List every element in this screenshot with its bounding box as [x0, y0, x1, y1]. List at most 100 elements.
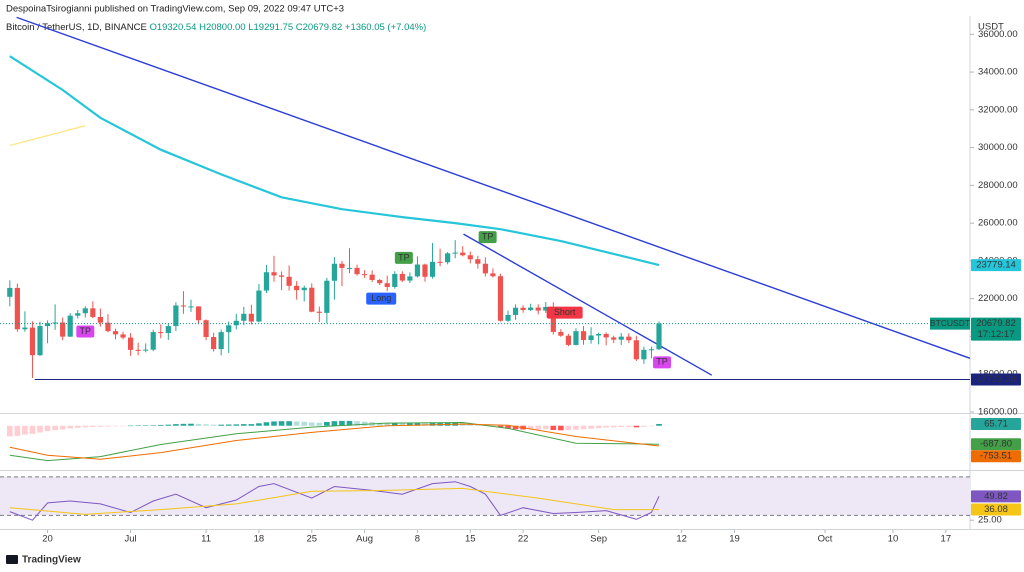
candle-body [165, 326, 171, 334]
candle-body [580, 331, 587, 341]
candle-body [475, 259, 481, 264]
candle-body [331, 263, 338, 281]
candle-body [490, 273, 496, 277]
candle-body [218, 332, 224, 350]
candle-body [361, 274, 368, 276]
candle-body [316, 311, 322, 313]
candle-body [384, 283, 390, 287]
x-tick-label: 20 [42, 534, 53, 545]
macd-histogram-bar [293, 421, 300, 426]
signal-marker-label: Short [554, 307, 576, 317]
macd-histogram-bar [29, 425, 36, 434]
candle-body [241, 313, 247, 321]
signal-marker-label: TP [656, 357, 668, 367]
macd-histogram-bar [271, 421, 277, 426]
x-tick-label: Jul [125, 534, 137, 545]
macd-histogram-bar [218, 424, 224, 426]
macd-histogram-bar [490, 425, 496, 426]
candle-body [346, 267, 353, 269]
macd-value-label-tag [971, 438, 1021, 451]
macd-histogram-bar [180, 423, 187, 426]
macd-histogram-bar [626, 425, 632, 428]
x-tick-label: 15 [465, 534, 476, 545]
candle-body [422, 264, 428, 277]
macd-histogram-bar [112, 425, 119, 427]
last-price-tag [971, 317, 1021, 341]
signal-marker-box [366, 292, 397, 305]
candle-body [460, 252, 466, 256]
macd-histogram-bar [610, 425, 617, 428]
candle-body [29, 327, 36, 356]
macd-histogram-bar [165, 424, 172, 426]
candle-body [565, 335, 572, 345]
candle-body [143, 349, 149, 351]
candle-body [641, 349, 647, 360]
candle-body [369, 274, 375, 280]
macd-pane [7, 420, 662, 462]
macd-histogram-bar [278, 421, 285, 426]
macd-histogram-bar [339, 420, 345, 426]
x-tick-label: 18 [254, 534, 265, 545]
line-series [9, 55, 660, 267]
candle-body [22, 327, 28, 330]
candle-body [573, 331, 579, 345]
candle-body [528, 307, 534, 311]
ohlc-low: L19291.75 [248, 22, 293, 33]
candle-body [173, 305, 179, 327]
candle-body [67, 315, 73, 337]
x-tick-label: 12 [676, 534, 687, 545]
line-series [463, 233, 713, 376]
candle-body [339, 263, 345, 268]
candle-body [105, 322, 111, 332]
candle-body [294, 285, 300, 291]
macd-histogram-bar [512, 425, 519, 430]
candle-body [399, 273, 405, 281]
signal-marker: Short [546, 306, 583, 319]
macd-histogram-bar [633, 425, 640, 428]
macd-histogram-bar [52, 425, 58, 431]
ma-price-label-tag [971, 259, 1021, 272]
macd-histogram-bar [580, 425, 587, 430]
x-tick-label: 19 [729, 534, 740, 545]
macd-histogram-bar [74, 425, 81, 428]
macd-histogram-bar [301, 421, 308, 426]
macd-value-label-tag [971, 417, 1021, 430]
signal-marker: TP [478, 231, 497, 244]
rsi-value-label: 49.82 [984, 491, 1008, 502]
ohlc-close: C20679.82 [296, 22, 342, 33]
candle-body [550, 306, 556, 332]
macd-histogram-bar [256, 423, 262, 426]
candle-body [429, 261, 436, 277]
macd-histogram-bar [210, 424, 217, 426]
macd-histogram-bar [558, 425, 564, 431]
candle-body [633, 340, 639, 360]
candle-body [7, 287, 13, 297]
candle-body [158, 332, 164, 334]
candle-body [263, 272, 270, 291]
candle-body [233, 320, 239, 326]
signal-marker-box [76, 325, 95, 338]
macd-histogram-bar [157, 424, 164, 426]
candle-body [588, 335, 594, 341]
rsi-pane [0, 476, 970, 521]
y-tick-label: 26000.00 [978, 218, 1018, 229]
countdown-label: 17:12:17 [978, 329, 1015, 340]
macd-histogram-bar [324, 421, 330, 426]
candle-body [520, 307, 526, 311]
macd-histogram-bar [595, 425, 602, 429]
x-tick-label: 25 [306, 534, 317, 545]
macd-histogram-bar [97, 425, 104, 427]
macd-value-label-tag [971, 450, 1021, 463]
macd-histogram-bar [37, 425, 43, 433]
candle-body [97, 317, 103, 323]
x-tick-label: Sep [590, 534, 607, 545]
brand-logo [6, 555, 18, 564]
axes: 20 Jul 11 18 25 Aug 8 15 22 Sep 12 19 Oct 10 17 16000.0… [42, 29, 1021, 545]
candle-body [52, 322, 58, 324]
y-tick-label: 36000.00 [978, 29, 1018, 40]
macd-histogram-bar [67, 425, 74, 429]
candle-body [211, 337, 217, 350]
macd-histogram-bar [286, 421, 292, 426]
candle-body [535, 307, 541, 311]
